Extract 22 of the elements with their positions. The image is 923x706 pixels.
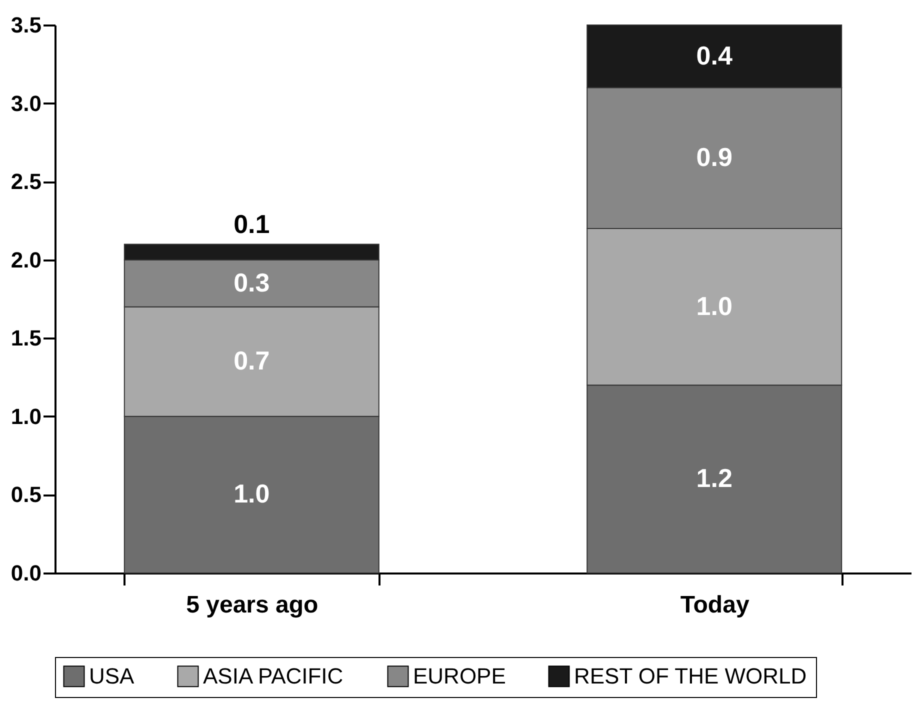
data-label: 1.2 [696,463,732,494]
y-tick-label: 3.5 [10,12,42,38]
y-tick-label: 1.5 [10,326,42,351]
y-tick-label: 1.0 [10,404,42,429]
data-label: 1.0 [696,290,732,321]
legend-label: ASIA PACIFIC [203,663,344,688]
y-tick-label: 2.0 [10,247,42,272]
y-tick-label: 3.0 [10,90,42,116]
y-tick-label: 2.5 [10,169,42,194]
legend-label: EUROPE [413,663,506,688]
data-label: 0.9 [696,142,732,172]
data-label: 0.3 [234,267,270,298]
data-label: 0.7 [234,346,270,376]
legend-label: REST OF THE WORLD [574,663,807,688]
data-label: 0.1 [234,209,270,240]
y-tick-label: 0.5 [10,482,42,508]
x-tick-label: 5 years ago [186,592,318,618]
y-tick-label: 0.0 [10,560,42,586]
legend-label: USA [89,663,135,688]
data-label: 1.0 [234,478,270,509]
x-tick-label: Today [680,592,750,618]
data-label: 0.4 [696,40,733,70]
